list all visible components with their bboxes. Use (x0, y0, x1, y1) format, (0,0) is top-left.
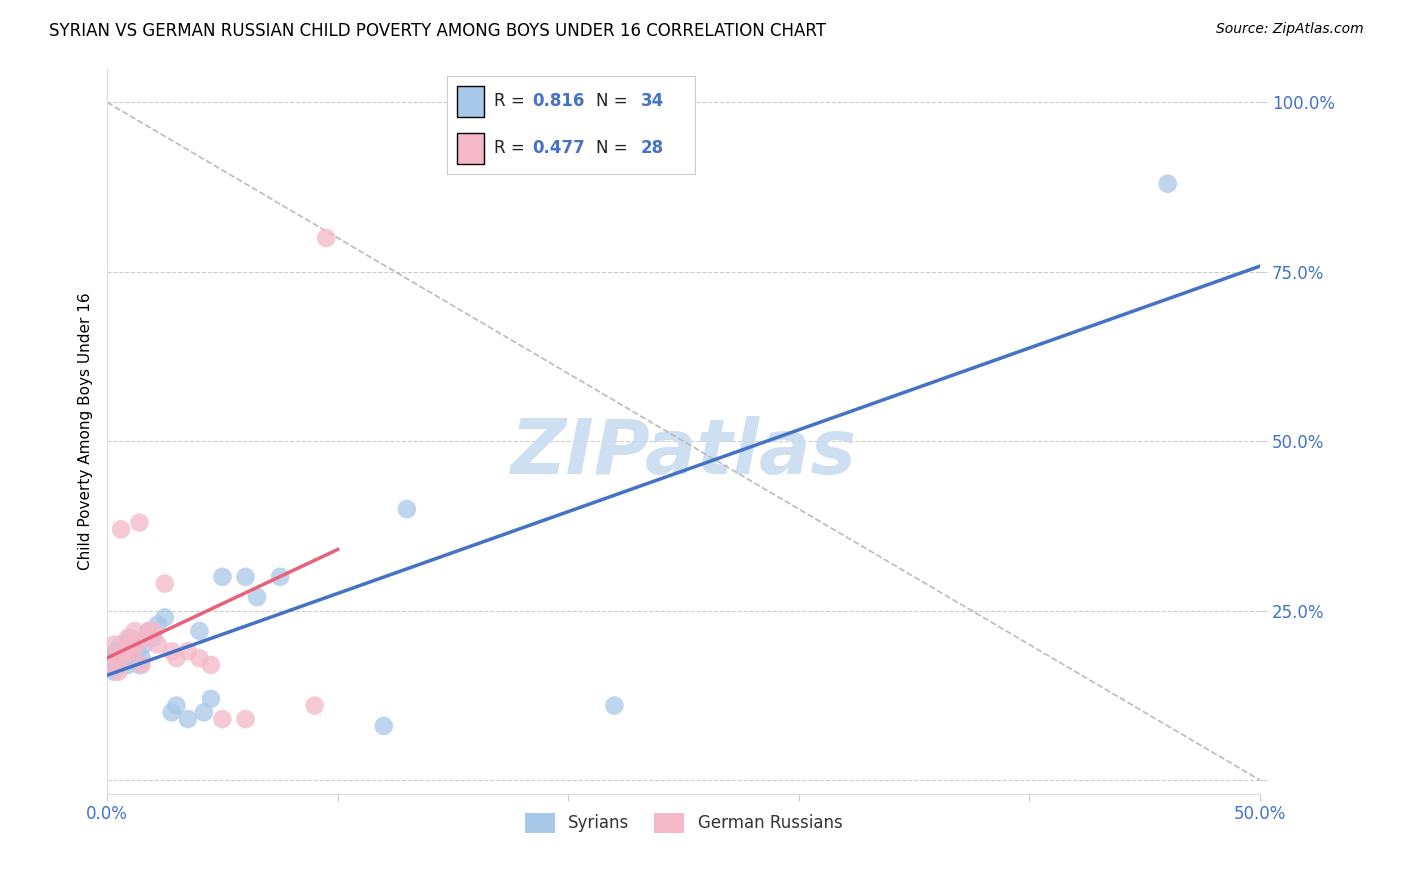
Point (177, 644, 200, 658)
Point (193, 706, 215, 720)
Point (142, 624, 165, 638)
Point (135, 631, 157, 645)
Point (160, 706, 183, 720)
Point (124, 651, 146, 665)
Point (110, 638, 132, 652)
Point (200, 691, 222, 706)
Point (188, 651, 211, 665)
Text: ZIPatlas: ZIPatlas (510, 416, 856, 490)
Point (153, 610, 176, 624)
Point (131, 651, 153, 665)
Point (165, 698, 187, 713)
Point (603, 698, 626, 713)
Point (120, 638, 142, 652)
Point (117, 631, 139, 645)
Point (200, 657, 222, 672)
Point (315, 231, 337, 245)
Point (177, 712, 200, 726)
Point (211, 712, 233, 726)
Point (107, 657, 129, 672)
Point (121, 644, 143, 658)
Point (105, 644, 128, 658)
Point (117, 657, 139, 672)
Point (103, 638, 125, 652)
Point (114, 644, 136, 658)
Point (211, 570, 233, 584)
Point (132, 638, 155, 652)
Point (142, 631, 165, 645)
Point (100, 651, 122, 665)
Point (235, 712, 257, 726)
Point (373, 719, 395, 733)
Point (112, 651, 135, 665)
Text: SYRIAN VS GERMAN RUSSIAN CHILD POVERTY AMONG BOYS UNDER 16 CORRELATION CHART: SYRIAN VS GERMAN RUSSIAN CHILD POVERTY A… (49, 22, 827, 40)
Y-axis label: Child Poverty Among Boys Under 16: Child Poverty Among Boys Under 16 (79, 293, 93, 570)
Point (128, 657, 150, 672)
Point (1157, 177, 1180, 191)
Point (124, 624, 146, 638)
Point (112, 651, 135, 665)
Point (103, 665, 125, 679)
Point (100, 657, 122, 672)
Legend: Syrians, German Russians: Syrians, German Russians (517, 806, 849, 839)
Point (105, 651, 128, 665)
Point (138, 624, 160, 638)
Point (107, 665, 129, 679)
Point (128, 516, 150, 530)
Point (246, 590, 269, 604)
Point (127, 638, 149, 652)
Point (160, 644, 183, 658)
Point (138, 624, 160, 638)
Point (395, 502, 418, 516)
Text: Source: ZipAtlas.com: Source: ZipAtlas.com (1216, 22, 1364, 37)
Point (304, 698, 326, 713)
Point (146, 617, 169, 632)
Point (98, 657, 121, 672)
Point (165, 651, 187, 665)
Point (120, 631, 142, 645)
Point (110, 522, 132, 536)
Point (188, 624, 211, 638)
Point (131, 657, 153, 672)
Point (235, 570, 257, 584)
Point (269, 570, 291, 584)
Point (121, 638, 143, 652)
Point (114, 644, 136, 658)
Point (146, 638, 169, 652)
Point (153, 576, 176, 591)
Point (127, 644, 149, 658)
